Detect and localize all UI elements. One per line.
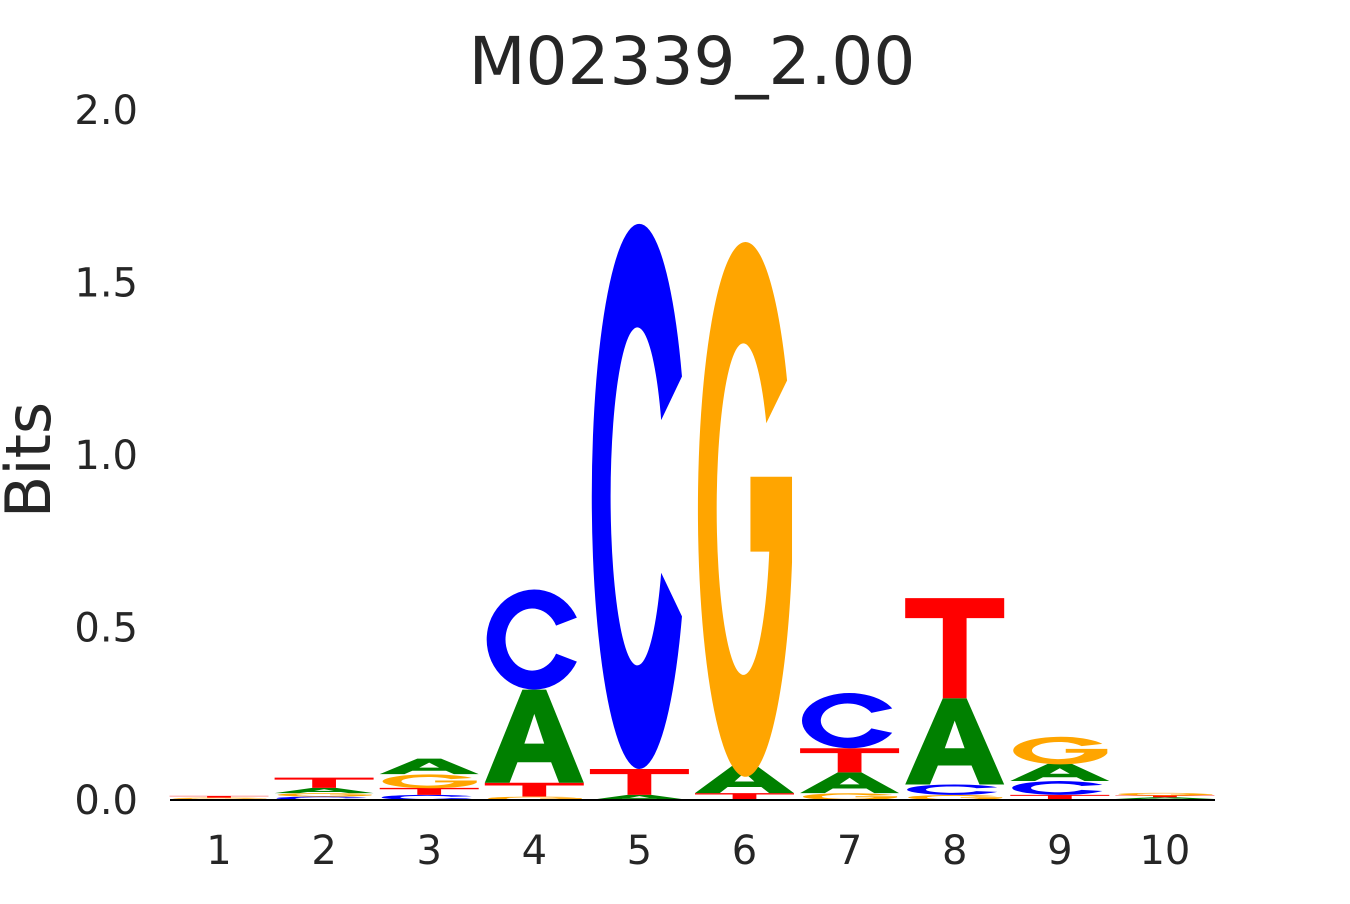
logo-letter-A-pos3: [379, 758, 479, 775]
logo-letter-C-pos5: [591, 223, 682, 769]
logo-letter-G-pos2: [277, 793, 372, 797]
y-axis: 0.0 0.5 1.0 1.5 2.0: [74, 88, 138, 824]
y-axis-label: Bits: [0, 402, 65, 518]
logo-letters: [169, 223, 1215, 801]
logo-letter-A-pos6: [695, 765, 794, 794]
logo-letter-A-pos8: [905, 698, 1005, 785]
x-axis: 1 2 3 4 5 6 7 8 9 10: [206, 828, 1190, 874]
logo-letter-C-pos8: [907, 784, 998, 795]
x-tick-label: 5: [627, 828, 652, 874]
logo-letter-G-pos1: [172, 797, 267, 799]
y-tick-label: 0.5: [74, 606, 138, 652]
y-tick-label: 1.5: [74, 261, 138, 307]
logo-letter-C-pos4: [486, 589, 577, 690]
logo-letter-T-pos9: [1010, 794, 1110, 800]
x-tick-label: 1: [206, 828, 231, 874]
x-tick-label: 2: [311, 828, 336, 874]
y-tick-label: 1.0: [74, 433, 138, 479]
logo-letter-T-pos4: [484, 782, 584, 797]
logo-letter-A-pos10: [1115, 797, 1215, 799]
logo-letter-T-pos10: [1115, 795, 1215, 798]
chart-title: M02339_2.00: [469, 23, 916, 100]
x-tick-label: 7: [837, 828, 862, 874]
x-tick-label: 10: [1139, 828, 1190, 874]
logo-letter-T-pos1: [169, 795, 269, 798]
logo-letter-G-pos7: [803, 793, 898, 801]
logo-letter-A-pos5: [589, 794, 689, 800]
logo-letter-G-pos10: [1118, 792, 1213, 796]
logo-letter-A-pos7: [800, 772, 900, 794]
logo-letter-G-pos6: [697, 242, 793, 777]
logo-letter-T-pos3: [379, 787, 479, 795]
y-tick-label: 0.0: [74, 778, 138, 824]
x-tick-label: 9: [1047, 828, 1072, 874]
logo-letter-T-pos2: [274, 777, 374, 788]
logo-letter-C-pos9: [1012, 781, 1103, 795]
logo-letter-A-pos2: [274, 787, 374, 794]
logo-letter-G-pos8: [908, 794, 1003, 801]
logo-letter-G-pos3: [382, 774, 477, 789]
logo-letter-T-pos8: [905, 598, 1005, 699]
logo-letter-C-pos3: [381, 794, 472, 800]
x-tick-label: 4: [522, 828, 547, 874]
logo-letter-G-pos9: [1013, 736, 1108, 765]
x-tick-label: 6: [732, 828, 757, 874]
logo-letter-A-pos4: [484, 689, 584, 783]
y-tick-label: 2.0: [74, 88, 138, 134]
x-tick-label: 8: [942, 828, 967, 874]
logo-letter-A-pos9: [1010, 763, 1110, 782]
x-tick-label: 3: [416, 828, 441, 874]
logo-letter-T-pos7: [800, 748, 900, 773]
logo-letter-T-pos6: [695, 793, 794, 800]
logo-letter-C-pos7: [801, 693, 893, 749]
logo-letter-T-pos5: [589, 768, 689, 795]
